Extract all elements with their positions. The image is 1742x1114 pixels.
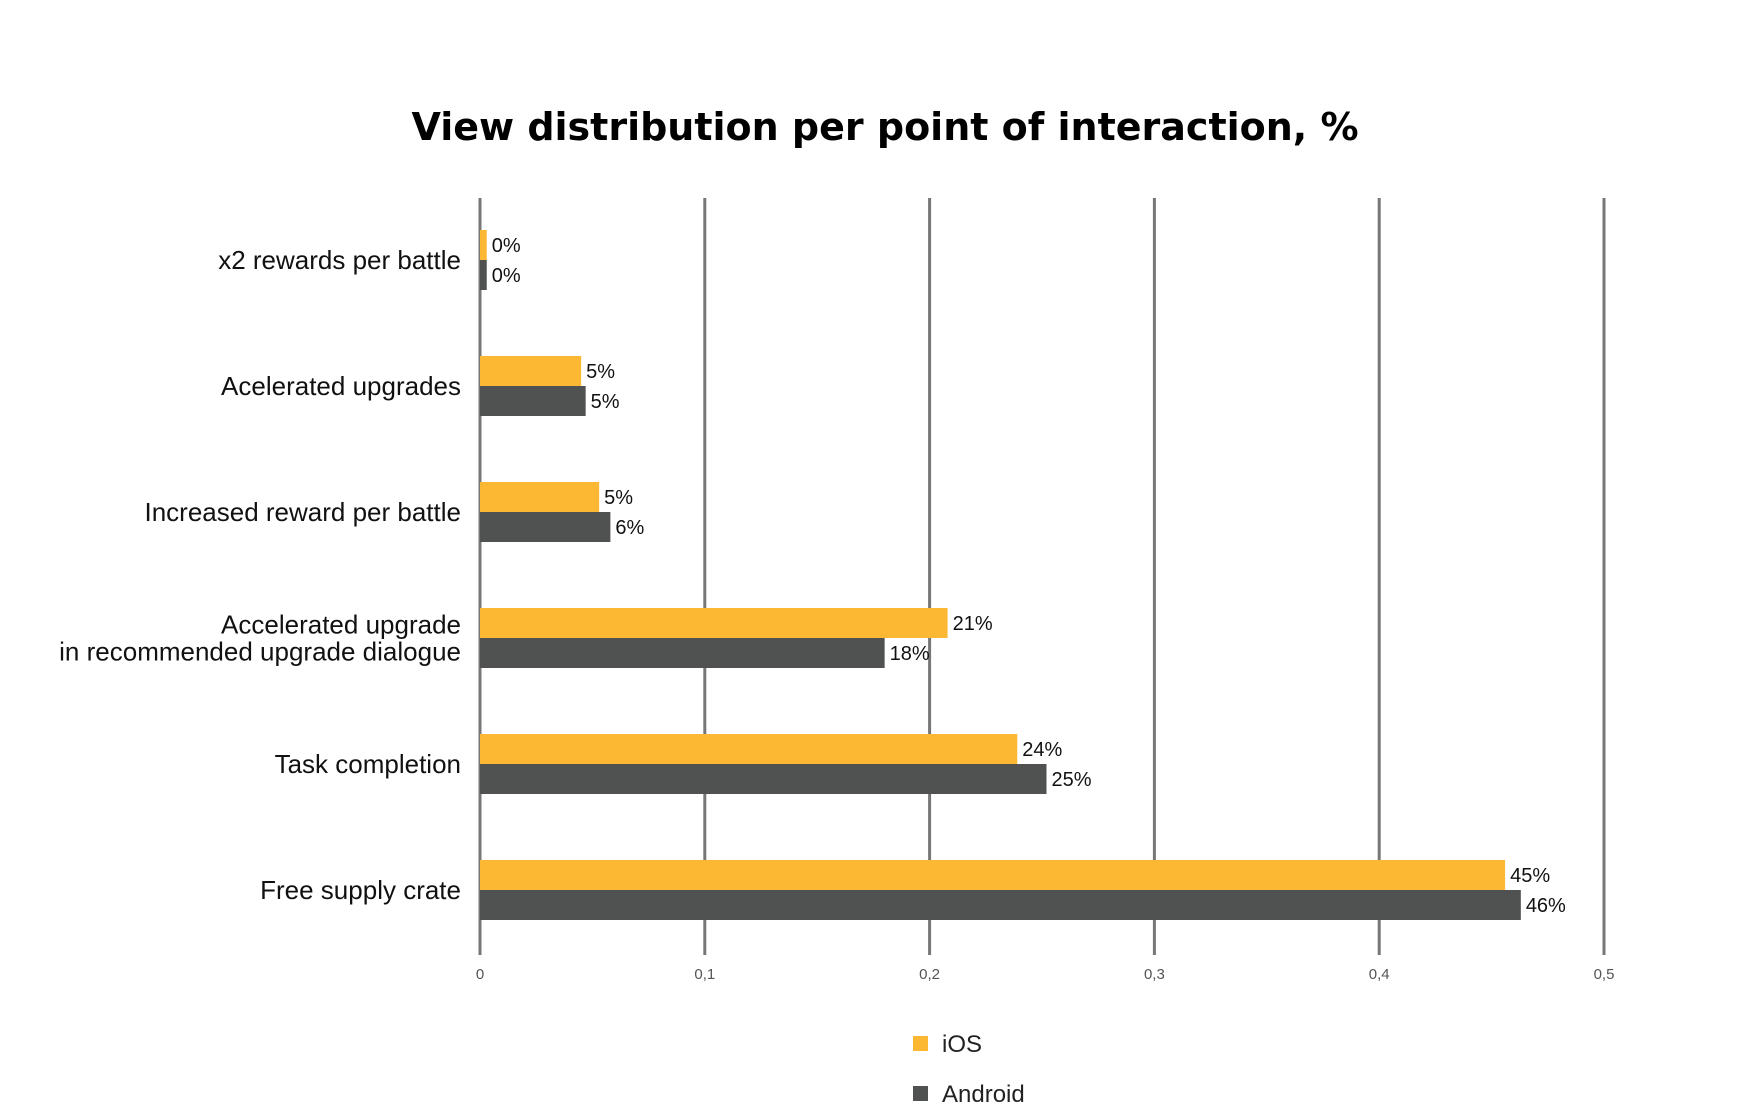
category-label: x2 rewards per battle [218,245,461,275]
data-label: 18% [890,643,930,665]
bar-android [480,260,487,290]
category-label: Accelerated upgrade [221,610,461,640]
x-tick-label: 0,4 [1369,966,1390,983]
bar-ios [480,734,1018,764]
legend-swatch [913,1086,928,1101]
bar-ios [480,482,600,512]
bar-android [480,890,1521,920]
bar-ios [480,230,487,260]
category-label: in recommended upgrade dialogue [59,637,461,667]
bar-ios [480,356,582,386]
x-tick-label: 0,2 [919,966,940,983]
category-labels: x2 rewards per battle Acelerated upgrades… [59,245,461,905]
bar-android [480,764,1047,794]
data-label: 6% [615,517,644,539]
data-label: 5% [604,487,633,509]
legend: iOS Android [913,1031,1025,1108]
x-tick-label: 0 [476,966,484,983]
data-label: 24% [1022,739,1062,761]
category-label: Acelerated upgrades [221,371,461,401]
data-label: 21% [953,613,993,635]
legend-label: Android [942,1081,1025,1108]
chart-title: View distribution per point of interacti… [411,105,1358,149]
bar-ios [480,608,948,638]
x-tick-label: 0,5 [1594,966,1615,983]
data-label: 5% [591,391,620,413]
bar-android [480,638,885,668]
category-label: Task completion [275,749,461,779]
category-label: Increased reward per battle [144,497,461,527]
data-labels: 0% 0% 5% 5% 5% 6% 21% 18% 24% 25% 45% 46% [492,235,1566,917]
x-tick-label: 0,1 [694,966,715,983]
legend-swatch [913,1036,928,1051]
x-axis-ticks: 0 0,1 0,2 0,3 0,4 0,5 [476,966,1615,983]
legend-label: iOS [942,1031,982,1058]
category-label: Free supply crate [260,875,461,905]
data-label: 46% [1526,895,1566,917]
bars [480,230,1521,920]
x-tick-label: 0,3 [1144,966,1165,983]
bar-android [480,386,586,416]
data-label: 45% [1510,865,1550,887]
data-label: 5% [586,361,615,383]
gridlines [478,198,1606,955]
data-label: 25% [1051,769,1091,791]
bar-android [480,512,611,542]
bar-ios [480,860,1506,890]
data-label: 0% [492,235,521,257]
data-label: 0% [492,265,521,287]
